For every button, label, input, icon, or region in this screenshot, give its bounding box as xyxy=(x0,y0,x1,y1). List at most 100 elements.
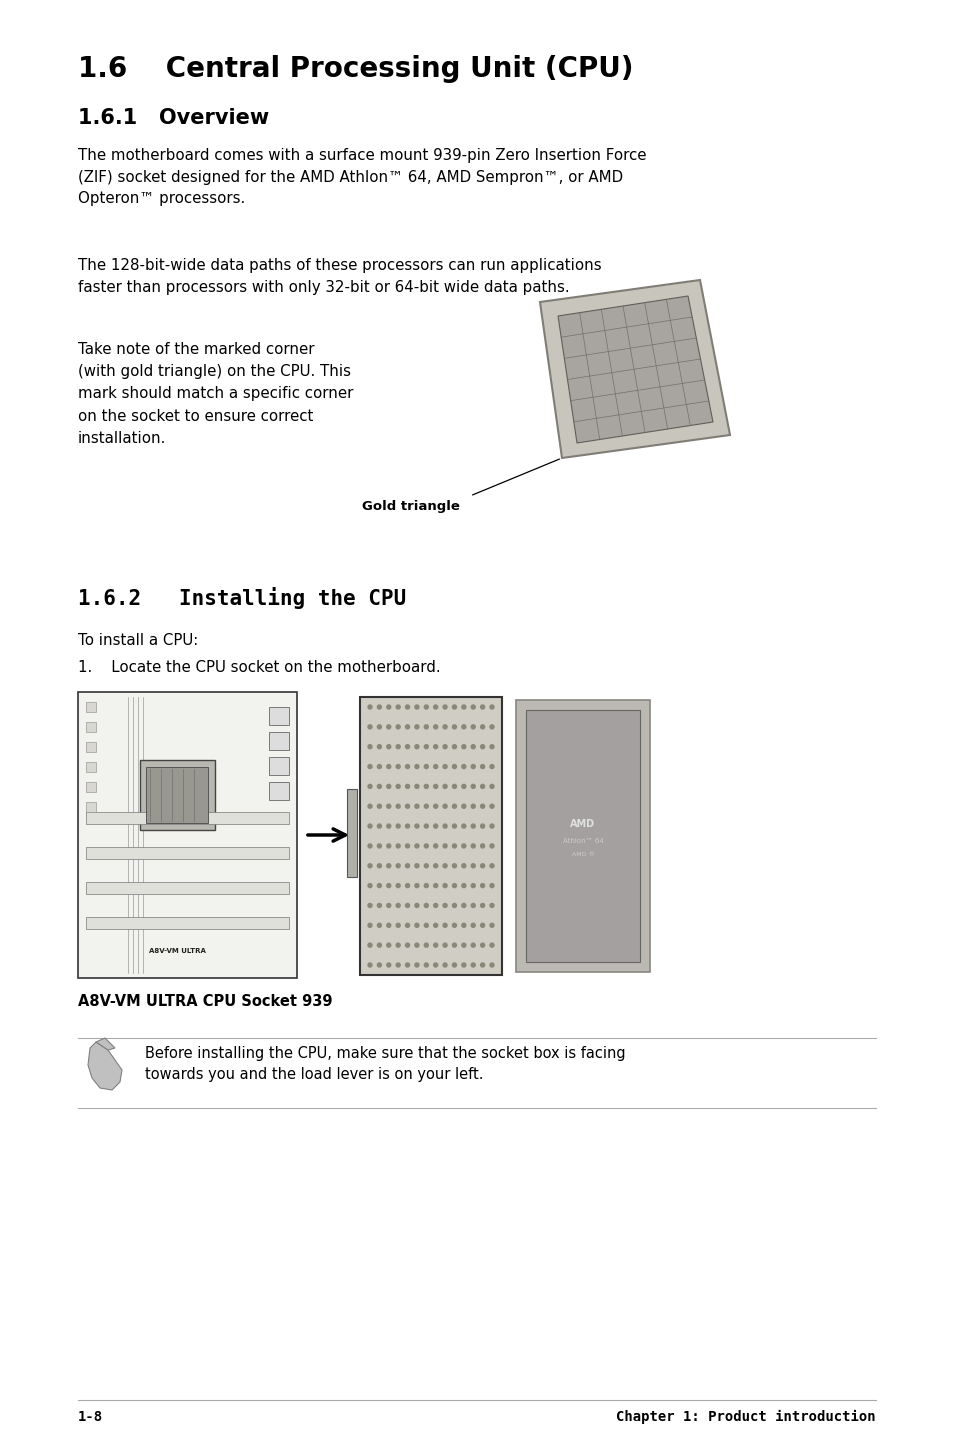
Circle shape xyxy=(415,784,418,788)
Circle shape xyxy=(386,923,391,928)
Circle shape xyxy=(480,963,484,966)
Circle shape xyxy=(377,963,381,966)
Circle shape xyxy=(490,804,494,808)
Circle shape xyxy=(395,844,399,848)
Circle shape xyxy=(442,824,447,828)
Circle shape xyxy=(415,804,418,808)
Circle shape xyxy=(490,923,494,928)
Circle shape xyxy=(415,923,418,928)
Circle shape xyxy=(480,745,484,749)
Circle shape xyxy=(386,725,391,729)
Circle shape xyxy=(442,804,447,808)
Circle shape xyxy=(415,765,418,768)
Circle shape xyxy=(490,883,494,887)
Circle shape xyxy=(480,943,484,948)
Circle shape xyxy=(424,864,428,867)
Circle shape xyxy=(452,824,456,828)
Circle shape xyxy=(434,864,437,867)
Circle shape xyxy=(461,844,465,848)
Circle shape xyxy=(405,804,409,808)
Circle shape xyxy=(434,943,437,948)
Circle shape xyxy=(405,745,409,749)
Circle shape xyxy=(377,864,381,867)
Circle shape xyxy=(386,745,391,749)
Circle shape xyxy=(405,864,409,867)
Circle shape xyxy=(452,804,456,808)
Bar xyxy=(86,812,289,824)
Circle shape xyxy=(386,784,391,788)
Circle shape xyxy=(395,804,399,808)
Text: 1.6.1   Overview: 1.6.1 Overview xyxy=(78,108,269,128)
Circle shape xyxy=(368,844,372,848)
Circle shape xyxy=(490,705,494,709)
Circle shape xyxy=(434,804,437,808)
Circle shape xyxy=(452,844,456,848)
Bar xyxy=(269,782,289,800)
Circle shape xyxy=(461,864,465,867)
Text: Gold triangle: Gold triangle xyxy=(361,500,459,513)
Circle shape xyxy=(471,804,475,808)
Circle shape xyxy=(386,943,391,948)
Circle shape xyxy=(442,943,447,948)
Circle shape xyxy=(377,923,381,928)
Circle shape xyxy=(405,883,409,887)
Circle shape xyxy=(471,903,475,907)
Circle shape xyxy=(368,784,372,788)
Circle shape xyxy=(377,765,381,768)
Circle shape xyxy=(490,765,494,768)
Circle shape xyxy=(490,784,494,788)
Circle shape xyxy=(461,883,465,887)
Bar xyxy=(86,847,289,858)
Text: Take note of the marked corner
(with gold triangle) on the CPU. This
mark should: Take note of the marked corner (with gol… xyxy=(78,342,353,446)
Circle shape xyxy=(395,784,399,788)
Circle shape xyxy=(424,745,428,749)
Circle shape xyxy=(377,745,381,749)
Circle shape xyxy=(415,943,418,948)
Circle shape xyxy=(452,705,456,709)
Circle shape xyxy=(405,923,409,928)
Circle shape xyxy=(415,824,418,828)
Circle shape xyxy=(405,844,409,848)
Bar xyxy=(269,756,289,775)
Circle shape xyxy=(442,844,447,848)
Circle shape xyxy=(424,824,428,828)
Circle shape xyxy=(442,765,447,768)
Circle shape xyxy=(434,784,437,788)
Bar xyxy=(86,782,96,792)
Circle shape xyxy=(452,923,456,928)
Circle shape xyxy=(395,824,399,828)
Circle shape xyxy=(461,804,465,808)
Circle shape xyxy=(405,784,409,788)
Circle shape xyxy=(452,864,456,867)
Circle shape xyxy=(395,725,399,729)
Circle shape xyxy=(395,765,399,768)
Circle shape xyxy=(480,784,484,788)
Circle shape xyxy=(405,705,409,709)
Circle shape xyxy=(434,963,437,966)
Circle shape xyxy=(434,745,437,749)
Bar xyxy=(86,762,96,772)
Circle shape xyxy=(368,745,372,749)
Circle shape xyxy=(490,745,494,749)
Text: 1.6    Central Processing Unit (CPU): 1.6 Central Processing Unit (CPU) xyxy=(78,55,633,83)
Circle shape xyxy=(480,883,484,887)
Circle shape xyxy=(471,844,475,848)
Circle shape xyxy=(490,903,494,907)
Circle shape xyxy=(471,883,475,887)
Circle shape xyxy=(442,963,447,966)
Circle shape xyxy=(461,765,465,768)
Circle shape xyxy=(442,864,447,867)
Circle shape xyxy=(386,963,391,966)
Circle shape xyxy=(452,784,456,788)
Circle shape xyxy=(471,725,475,729)
Circle shape xyxy=(415,725,418,729)
Circle shape xyxy=(434,824,437,828)
Circle shape xyxy=(452,745,456,749)
Circle shape xyxy=(452,883,456,887)
Circle shape xyxy=(434,844,437,848)
Bar xyxy=(359,697,501,975)
Text: The 128-bit-wide data paths of these processors can run applications
faster than: The 128-bit-wide data paths of these pro… xyxy=(78,257,601,295)
Circle shape xyxy=(434,765,437,768)
Circle shape xyxy=(368,804,372,808)
Circle shape xyxy=(377,725,381,729)
